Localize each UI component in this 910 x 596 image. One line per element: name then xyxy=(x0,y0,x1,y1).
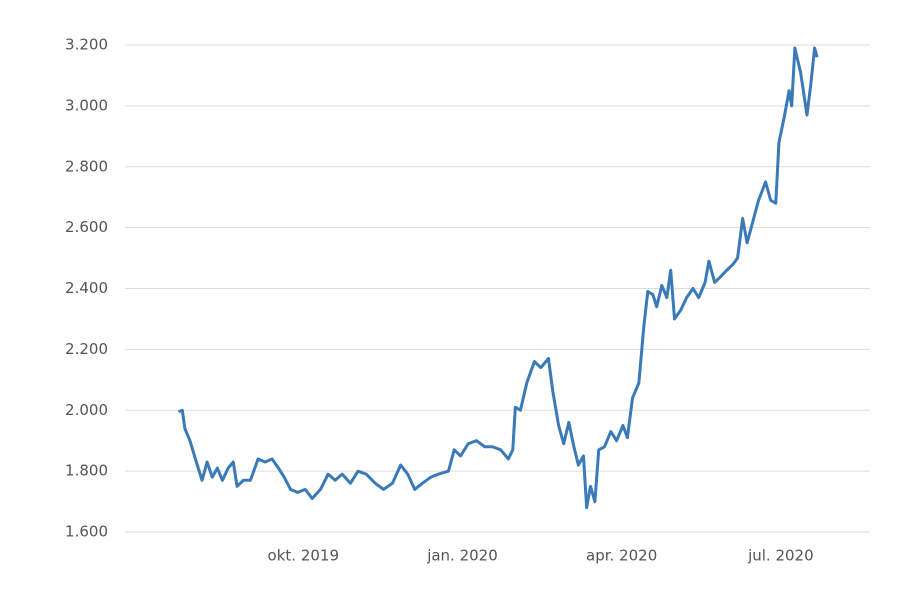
y-tick-label: 2.800 xyxy=(65,157,108,175)
y-tick-label: 1.800 xyxy=(65,462,108,480)
x-tick-label: jul. 2020 xyxy=(747,547,814,565)
y-tick-label: 2.000 xyxy=(65,401,108,419)
y-tick-label: 3.200 xyxy=(65,36,108,54)
x-tick-label: okt. 2019 xyxy=(268,547,339,565)
y-tick-label: 1.600 xyxy=(65,523,108,541)
x-tick-label: apr. 2020 xyxy=(586,547,657,565)
y-tick-label: 2.200 xyxy=(65,340,108,358)
x-tick-label: jan. 2020 xyxy=(426,547,498,565)
y-tick-label: 3.000 xyxy=(65,96,108,114)
price-line xyxy=(177,46,819,510)
y-tick-label: 2.600 xyxy=(65,218,108,236)
y-tick-label: 2.400 xyxy=(65,279,108,297)
